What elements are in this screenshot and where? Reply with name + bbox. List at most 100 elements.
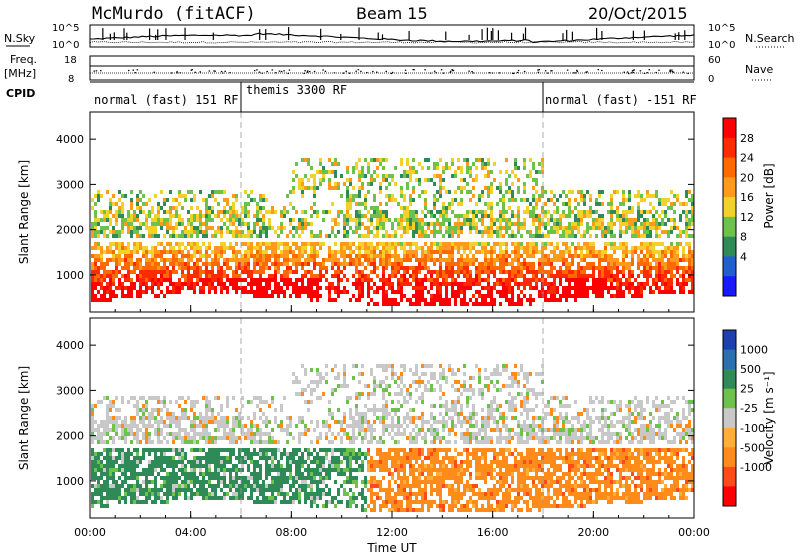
power-cell <box>565 270 568 274</box>
power-cell <box>148 274 151 278</box>
power-cell <box>529 262 532 266</box>
power-cell <box>469 230 472 234</box>
power-cell <box>160 250 163 254</box>
power-cell <box>193 282 196 286</box>
power-cell <box>460 302 463 306</box>
velocity-cell <box>142 468 145 472</box>
velocity-cell <box>91 464 94 468</box>
power-cell <box>634 286 637 290</box>
power-cell <box>514 254 517 258</box>
power-cell <box>223 222 226 226</box>
velocity-cell <box>265 488 268 492</box>
power-cell <box>562 262 565 266</box>
power-cell <box>235 230 238 234</box>
power-cell <box>400 294 403 298</box>
velocity-cell <box>259 484 262 488</box>
velocity-cell <box>199 436 202 440</box>
velocity-cell <box>214 452 217 456</box>
power-cell <box>502 198 505 202</box>
power-cell <box>667 290 670 294</box>
power-cell <box>223 286 226 290</box>
power-cell <box>367 282 370 286</box>
power-cell <box>259 286 262 290</box>
power-cell <box>460 254 463 258</box>
power-cell <box>232 222 235 226</box>
velocity-cell <box>211 456 214 460</box>
power-cell <box>385 258 388 262</box>
power-cell <box>424 250 427 254</box>
power-cell <box>520 290 523 294</box>
velocity-cell <box>268 432 271 436</box>
power-cell <box>406 170 409 174</box>
power-cell <box>490 254 493 258</box>
power-cell <box>448 250 451 254</box>
velocity-cell <box>178 448 181 452</box>
velocity-cell <box>232 496 235 500</box>
power-cell <box>676 226 679 230</box>
velocity-cell <box>178 492 181 496</box>
power-cell <box>259 278 262 282</box>
power-cell <box>352 218 355 222</box>
power-cell <box>94 262 97 266</box>
velocity-cell <box>199 416 202 420</box>
velocity-cell <box>217 460 220 464</box>
power-cell <box>673 254 676 258</box>
velocity-cell <box>97 488 100 492</box>
power-cell <box>676 282 679 286</box>
power-cell <box>565 286 568 290</box>
velocity-cell <box>247 432 250 436</box>
power-cell <box>331 226 334 230</box>
power-cell <box>247 254 250 258</box>
power-cell <box>535 206 538 210</box>
power-cell <box>94 242 97 246</box>
power-cell <box>532 246 535 250</box>
power-cell <box>184 230 187 234</box>
power-cell <box>559 266 562 270</box>
power-cell <box>250 254 253 258</box>
power-cell <box>454 222 457 226</box>
power-cell <box>358 274 361 278</box>
velocity-cell <box>184 432 187 436</box>
power-cell <box>115 242 118 246</box>
velocity-cell <box>292 492 295 496</box>
power-cell <box>415 274 418 278</box>
velocity-cell <box>280 424 283 428</box>
power-cell <box>523 250 526 254</box>
power-cell <box>691 278 694 282</box>
power-cell <box>172 226 175 230</box>
power-cell <box>400 274 403 278</box>
power-cell <box>331 218 334 222</box>
power-cell <box>349 198 352 202</box>
power-cell <box>484 230 487 234</box>
velocity-cell <box>286 440 289 444</box>
power-cell <box>313 254 316 258</box>
velocity-cell <box>139 440 142 444</box>
power-cell <box>532 262 535 266</box>
power-cell <box>628 194 631 198</box>
power-cell <box>226 210 229 214</box>
velocity-cell <box>112 440 115 444</box>
velocity-cell <box>91 424 94 428</box>
freq-left-label-1: Freq. <box>10 53 37 66</box>
power-cell <box>154 278 157 282</box>
power-cell <box>130 222 133 226</box>
power-cell <box>376 254 379 258</box>
power-cell <box>544 298 547 302</box>
power-cell <box>91 266 94 270</box>
power-cell <box>463 222 466 226</box>
power-cell <box>670 258 673 262</box>
power-cell <box>535 246 538 250</box>
power-cell <box>628 210 631 214</box>
velocity-cell <box>247 448 250 452</box>
power-cell <box>421 294 424 298</box>
power-cell <box>487 194 490 198</box>
power-cell <box>205 222 208 226</box>
power-cell <box>304 242 307 246</box>
velocity-cell <box>205 488 208 492</box>
power-cell <box>592 270 595 274</box>
power-cell <box>433 262 436 266</box>
velocity-cell <box>247 484 250 488</box>
power-cell <box>109 278 112 282</box>
power-cell <box>343 254 346 258</box>
power-cell <box>316 242 319 246</box>
